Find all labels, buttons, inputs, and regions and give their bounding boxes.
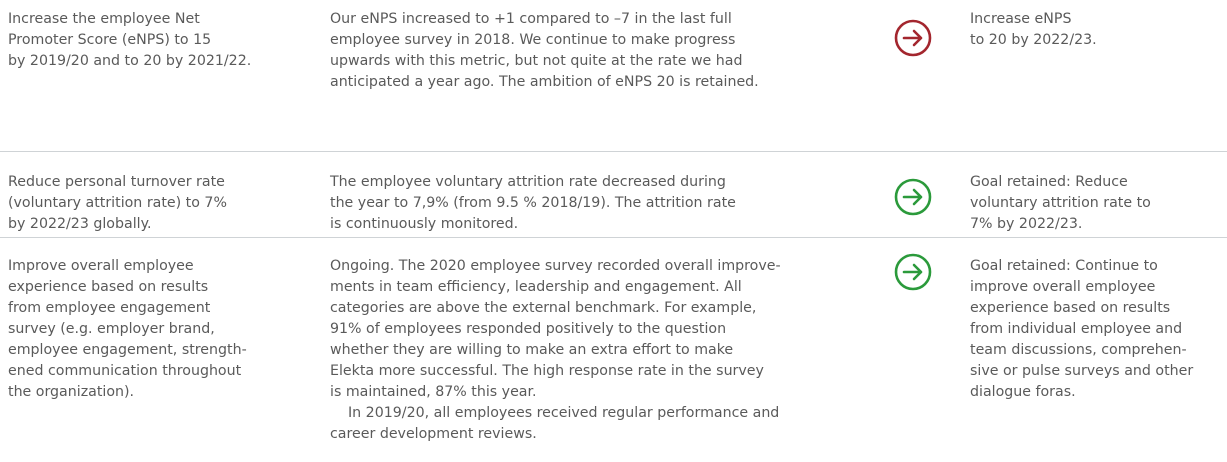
text-line: Promoter Score (eNPS) to 15 bbox=[8, 32, 212, 48]
text-line: the year to 7,9% (from 9.5 % 2018/19). T… bbox=[330, 195, 736, 211]
text-line: by 2022/23 globally. bbox=[8, 216, 152, 232]
row-divider bbox=[0, 237, 1227, 238]
text-line: Elekta more successful. The high respons… bbox=[330, 363, 764, 379]
text-line: experience based on results bbox=[970, 300, 1171, 316]
text-line: Goal retained: Reduce bbox=[970, 174, 1128, 190]
text-line: sive or pulse surveys and other bbox=[970, 363, 1194, 379]
outcome-cell: The employee voluntary attrition rate de… bbox=[330, 172, 736, 235]
text-line: experience based on results bbox=[8, 279, 209, 295]
paragraph: In 2019/20, all employees received regul… bbox=[330, 403, 781, 445]
text-line: to 20 by 2022/23. bbox=[970, 32, 1097, 48]
text-line: 7% by 2022/23. bbox=[970, 216, 1083, 232]
paragraph: The employee voluntary attrition rate de… bbox=[330, 172, 736, 235]
new-goal-cell: Goal retained: Continue to improve overal… bbox=[970, 256, 1193, 403]
text-line: is continuously monitored. bbox=[330, 216, 519, 232]
text-line: Increase the employee Net bbox=[8, 11, 200, 27]
text-line: survey (e.g. employer brand, bbox=[8, 321, 215, 337]
status-icon bbox=[894, 253, 932, 291]
text-line: Reduce personal turnover rate bbox=[8, 174, 225, 190]
text-line: team discussions, comprehen- bbox=[970, 342, 1187, 358]
text-line: Goal retained: Continue to bbox=[970, 258, 1158, 274]
goal-cell: Reduce personal turnover rate (voluntary … bbox=[8, 172, 227, 235]
text-line: categories are above the external benchm… bbox=[330, 300, 757, 316]
paragraph: Ongoing. The 2020 employee survey record… bbox=[330, 256, 781, 403]
text-line: whether they are willing to make an extr… bbox=[330, 342, 734, 358]
text-line: employee survey in 2018. We continue to … bbox=[330, 32, 736, 48]
new-goal-cell: Increase eNPS to 20 by 2022/23. bbox=[970, 9, 1097, 51]
text-line: upwards with this metric, but not quite … bbox=[330, 53, 743, 69]
text-line: career development reviews. bbox=[330, 426, 537, 442]
text-line: dialogue foras. bbox=[970, 384, 1076, 400]
text-line: anticipated a year ago. The ambition of … bbox=[330, 74, 759, 90]
text-line: is maintained, 87% this year. bbox=[330, 384, 537, 400]
text-line: employee engagement, strength- bbox=[8, 342, 247, 358]
text-line: Our eNPS increased to +1 compared to –7 … bbox=[330, 11, 732, 27]
outcome-cell: Ongoing. The 2020 employee survey record… bbox=[330, 256, 781, 445]
row-divider bbox=[0, 151, 1227, 152]
goal-cell: Increase the employee Net Promoter Score … bbox=[8, 9, 251, 72]
paragraph: Our eNPS increased to +1 compared to –7 … bbox=[330, 9, 759, 93]
text-line: ments in team efficiency, leadership and… bbox=[330, 279, 742, 295]
text-line: the organization). bbox=[8, 384, 135, 400]
text-line: 91% of employees responded positively to… bbox=[330, 321, 727, 337]
text-line: ened communication throughout bbox=[8, 363, 242, 379]
text-line: voluntary attrition rate to bbox=[970, 195, 1151, 211]
text-line: Ongoing. The 2020 employee survey record… bbox=[330, 258, 781, 274]
status-icon bbox=[894, 178, 932, 216]
status-icon bbox=[894, 19, 932, 57]
new-goal-cell: Goal retained: Reduce voluntary attrition… bbox=[970, 172, 1151, 235]
text-line: from individual employee and bbox=[970, 321, 1183, 337]
text-line: Improve overall employee bbox=[8, 258, 194, 274]
text-line: from employee engagement bbox=[8, 300, 211, 316]
text-line: In 2019/20, all employees received regul… bbox=[348, 405, 780, 421]
text-line: by 2019/20 and to 20 by 2021/22. bbox=[8, 53, 252, 69]
text-line: Increase eNPS bbox=[970, 11, 1072, 27]
outcome-cell: Our eNPS increased to +1 compared to –7 … bbox=[330, 9, 759, 93]
text-line: The employee voluntary attrition rate de… bbox=[330, 174, 726, 190]
goal-cell: Improve overall employee experience based… bbox=[8, 256, 247, 403]
text-line: improve overall employee bbox=[970, 279, 1156, 295]
text-line: (voluntary attrition rate) to 7% bbox=[8, 195, 227, 211]
